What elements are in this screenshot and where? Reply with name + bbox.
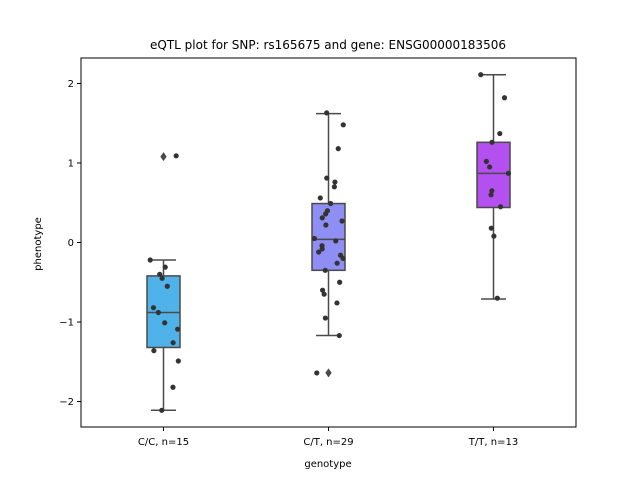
- data-point: [151, 348, 157, 354]
- data-point: [175, 326, 181, 332]
- data-point: [489, 188, 495, 194]
- data-point: [339, 218, 345, 224]
- data-point: [319, 215, 325, 221]
- data-point: [314, 370, 320, 376]
- data-point: [487, 164, 493, 170]
- data-point: [170, 384, 176, 390]
- x-tick-label: C/T, n=29: [303, 437, 353, 448]
- data-point: [147, 257, 153, 263]
- data-point: [317, 195, 323, 201]
- data-point: [311, 235, 317, 242]
- data-point: [322, 267, 328, 273]
- x-tick-label: C/C, n=15: [138, 437, 189, 448]
- data-point: [483, 158, 489, 164]
- data-point: [321, 291, 327, 297]
- y-tick-label: 1: [68, 158, 74, 169]
- data-point: [323, 211, 329, 217]
- y-tick-label: −2: [59, 397, 74, 408]
- data-point: [323, 222, 329, 228]
- data-point: [328, 200, 334, 207]
- data-point: [322, 315, 328, 321]
- data-point: [324, 175, 330, 181]
- data-point: [324, 110, 330, 116]
- data-point: [162, 320, 168, 326]
- data-point: [340, 122, 346, 128]
- data-point: [331, 184, 337, 190]
- data-point: [335, 146, 341, 152]
- data-point: [491, 233, 497, 239]
- box-iqr: [476, 141, 511, 209]
- data-point: [333, 238, 339, 244]
- data-point: [159, 275, 165, 281]
- data-point: [332, 179, 338, 185]
- data-point: [159, 407, 165, 413]
- data-point: [489, 139, 495, 145]
- data-point: [340, 255, 346, 262]
- data-point: [162, 264, 168, 270]
- data-point: [155, 309, 161, 316]
- data-point: [170, 340, 176, 346]
- data-point: [334, 300, 340, 306]
- y-tick-label: 2: [68, 79, 74, 90]
- box-iqr: [146, 275, 181, 349]
- outlier-marker: [160, 152, 167, 162]
- data-point: [157, 271, 163, 277]
- y-tick-label: 0: [68, 238, 74, 249]
- x-tick-label: T/T, n=13: [468, 437, 518, 448]
- data-point: [497, 130, 503, 137]
- data-point: [501, 95, 508, 101]
- data-point: [319, 246, 325, 252]
- data-point: [150, 305, 157, 311]
- data-point: [319, 287, 326, 293]
- plot-area: −2 −1 0 1 2 C/C, n=15 C/T, n=29 T/T, n=13: [59, 57, 577, 448]
- data-point: [478, 72, 484, 78]
- box-iqr: [311, 202, 346, 272]
- data-point: [505, 170, 512, 176]
- y-axis-label: phenotype: [33, 217, 44, 271]
- data-point: [336, 332, 342, 339]
- data-point: [316, 249, 322, 255]
- data-point: [494, 295, 500, 301]
- chart-title: eQTL plot for SNP: rs165675 and gene: EN…: [150, 38, 506, 52]
- data-point: [164, 283, 170, 289]
- data-point: [175, 358, 181, 364]
- data-point: [337, 279, 343, 285]
- y-tick-label: −1: [59, 318, 74, 329]
- outlier-marker: [325, 368, 332, 378]
- data-point: [488, 192, 494, 198]
- data-point: [497, 204, 504, 210]
- x-axis-label: genotype: [304, 459, 351, 470]
- data-point: [334, 260, 340, 266]
- data-point: [488, 225, 494, 231]
- data-point: [173, 153, 179, 159]
